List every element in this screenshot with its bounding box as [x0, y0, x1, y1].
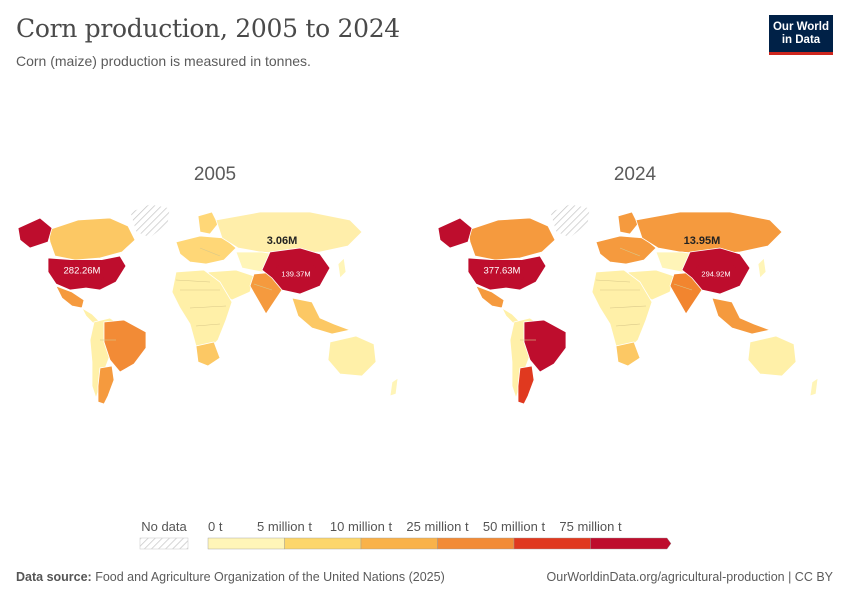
- legend: No data 0 t 5 million t 10 million t 25 mill…: [139, 519, 672, 550]
- border-line: [609, 305, 647, 309]
- legend-tick-1: 5 million t: [257, 519, 312, 534]
- border-line: [175, 279, 211, 283]
- legend-bin-0: [207, 537, 285, 550]
- value-label-russia-2005: 3.06M: [267, 235, 298, 247]
- country-russia-2005[interactable]: [215, 211, 363, 255]
- country-seasia-2005[interactable]: [291, 297, 352, 335]
- data-source-text: Food and Agriculture Organization of the…: [95, 570, 445, 584]
- value-label-bg: [696, 265, 736, 283]
- country-scandinavia-2024[interactable]: [617, 211, 639, 235]
- value-label-russia-2024: 13.95M: [684, 235, 721, 247]
- border-line: [615, 323, 641, 327]
- country-nz-2005[interactable]: [389, 377, 399, 397]
- year-label-right: 2024: [613, 164, 657, 185]
- legend-tick-2: 10 million t: [330, 519, 393, 534]
- data-source: Data source: Food and Agriculture Organi…: [16, 570, 445, 584]
- value-label-text: 139.37M: [281, 270, 310, 279]
- value-label-text: 377.63M: [484, 265, 521, 276]
- country-argentina-2005[interactable]: [97, 365, 115, 405]
- value-label-text: 13.95M: [684, 235, 721, 247]
- border-line: [253, 283, 273, 291]
- maps-area: 282.26M 139.37M 3.06M 377.63M 294.92M 13.95M: [17, 203, 819, 405]
- legend-no-data-swatch: [139, 537, 189, 550]
- owid-logo[interactable]: Our World in Data: [769, 15, 833, 55]
- value-label-text: 282.26M: [64, 265, 101, 276]
- value-label-text: 3.06M: [267, 235, 298, 247]
- country-scandinavia-2005[interactable]: [197, 211, 219, 235]
- value-label-bg: [276, 265, 316, 283]
- legend-bin-5: [590, 537, 672, 550]
- country-canada-2005[interactable]: [47, 217, 136, 261]
- country-australia-2005[interactable]: [327, 335, 377, 377]
- source-link[interactable]: OurWorldinData.org/agricultural-producti…: [546, 570, 833, 584]
- country-japan-2005[interactable]: [337, 257, 347, 279]
- value-label-united-states-2024: 377.63M: [480, 260, 524, 280]
- border-line: [619, 247, 641, 257]
- border-line: [189, 305, 227, 309]
- border-line: [199, 247, 221, 257]
- legend-no-data-label: No data: [141, 519, 187, 534]
- border-line: [595, 279, 631, 283]
- country-brazil-2024[interactable]: [523, 319, 567, 373]
- logo-line-2: in Data: [781, 33, 821, 46]
- value-label-bg: [480, 260, 524, 280]
- country-canada-2024[interactable]: [467, 217, 556, 261]
- country-nz-2024[interactable]: [809, 377, 819, 397]
- value-label-bg: [60, 260, 104, 280]
- country-southafrica-2024[interactable]: [615, 341, 641, 367]
- legend-bin-1: [284, 537, 362, 550]
- country-japan-2024[interactable]: [757, 257, 767, 279]
- country-greenland-2005[interactable]: [129, 203, 171, 239]
- country-australia-2024[interactable]: [747, 335, 797, 377]
- legend-bin-4: [513, 537, 591, 550]
- legend-tick-5: 75 million t: [559, 519, 622, 534]
- country-alaska-2024[interactable]: [437, 217, 473, 249]
- country-europe-2024[interactable]: [595, 235, 657, 265]
- chart-title: Corn production, 2005 to 2024: [16, 14, 400, 43]
- legend-tick-4: 50 million t: [483, 519, 546, 534]
- country-seasia-2024[interactable]: [711, 297, 772, 335]
- country-argentina-2024[interactable]: [517, 365, 535, 405]
- country-russia-2024[interactable]: [635, 211, 783, 255]
- border-line: [195, 323, 221, 327]
- data-source-label: Data source:: [16, 570, 92, 584]
- logo-line-1: Our World: [772, 20, 829, 33]
- map-panel-2024: 377.63M 294.92M 13.95M: [437, 203, 819, 405]
- country-europe-2005[interactable]: [175, 235, 237, 265]
- country-brazil-2005[interactable]: [103, 319, 147, 373]
- country-greenland-2024[interactable]: [549, 203, 591, 239]
- chart-subtitle: Corn (maize) production is measured in t…: [16, 53, 311, 69]
- value-label-china-2005: 139.37M: [276, 265, 316, 283]
- legend-bin-2: [360, 537, 438, 550]
- country-southafrica-2005[interactable]: [195, 341, 221, 367]
- legend-tick-3: 25 million t: [406, 519, 469, 534]
- value-label-united-states-2005: 282.26M: [60, 260, 104, 280]
- border-line: [673, 283, 693, 291]
- value-label-text: 294.92M: [701, 270, 730, 279]
- legend-tick-0: 0 t: [208, 519, 223, 534]
- country-alaska-2005[interactable]: [17, 217, 53, 249]
- value-label-china-2024: 294.92M: [696, 265, 736, 283]
- legend-bin-3: [437, 537, 515, 550]
- map-panel-2005: 282.26M 139.37M 3.06M: [17, 203, 399, 405]
- year-label-left: 2005: [193, 164, 237, 185]
